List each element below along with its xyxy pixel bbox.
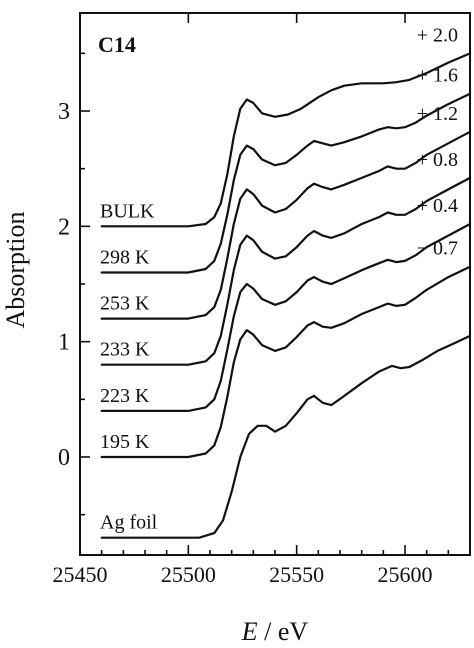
offset-label-223-k: + 0.4	[417, 195, 458, 217]
tick-marks	[79, 13, 450, 555]
spectra-series	[100, 52, 472, 539]
series-195-k	[100, 265, 472, 459]
x-tick-label-25600: 25600	[378, 562, 433, 587]
y-axis-label: Absorption	[1, 212, 30, 329]
series-bulk	[100, 52, 472, 228]
x-tick-label-25500: 25500	[161, 562, 216, 587]
series-label-233-k: 233 K	[100, 339, 150, 361]
series-label-bulk: BULK	[100, 200, 155, 222]
x-axis-label: E / eV	[241, 617, 309, 646]
offset-labels: + 2.0 + 1.6 + 1.2 + 0.8 + 0.4 − 0.7	[417, 24, 458, 259]
offset-label-233-k: + 0.8	[417, 149, 458, 171]
x-tick-labels: 25450 25500 25550 25600	[53, 562, 433, 587]
offset-label-195-k: − 0.7	[417, 238, 458, 260]
series-label-298-k: 298 K	[100, 246, 150, 268]
series-253-k	[100, 130, 472, 320]
series-label-ag-foil: Ag foil	[100, 512, 158, 534]
panel-title: C14	[98, 32, 136, 57]
plot-frame	[79, 12, 471, 556]
series-298-k	[100, 92, 472, 274]
series-label-195-k: 195 K	[100, 431, 150, 453]
series-233-k	[100, 176, 472, 366]
series-ag-foil	[100, 334, 472, 539]
y-tick-label-0: 0	[58, 445, 70, 471]
series-label-223-k: 223 K	[100, 385, 150, 407]
x-tick-label-25450: 25450	[53, 562, 108, 587]
series-label-253-k: 253 K	[100, 293, 150, 315]
offset-label-bulk: + 2.0	[417, 24, 458, 46]
y-tick-label-2: 2	[58, 214, 70, 240]
x-tick-label-25550: 25550	[269, 562, 324, 587]
x-axis-unit: / eV	[258, 617, 309, 646]
series-labels: BULK 298 K 253 K 233 K 223 K 195 K Ag foil	[100, 200, 158, 533]
y-tick-label-1: 1	[58, 330, 70, 356]
series-223-k	[100, 222, 472, 412]
x-axis-symbol: E	[241, 617, 258, 646]
y-tick-labels: 0 1 2 3	[58, 99, 70, 471]
offset-label-253-k: + 1.2	[417, 103, 458, 125]
offset-label-298-k: + 1.6	[417, 65, 458, 87]
y-tick-label-3: 3	[58, 99, 70, 125]
